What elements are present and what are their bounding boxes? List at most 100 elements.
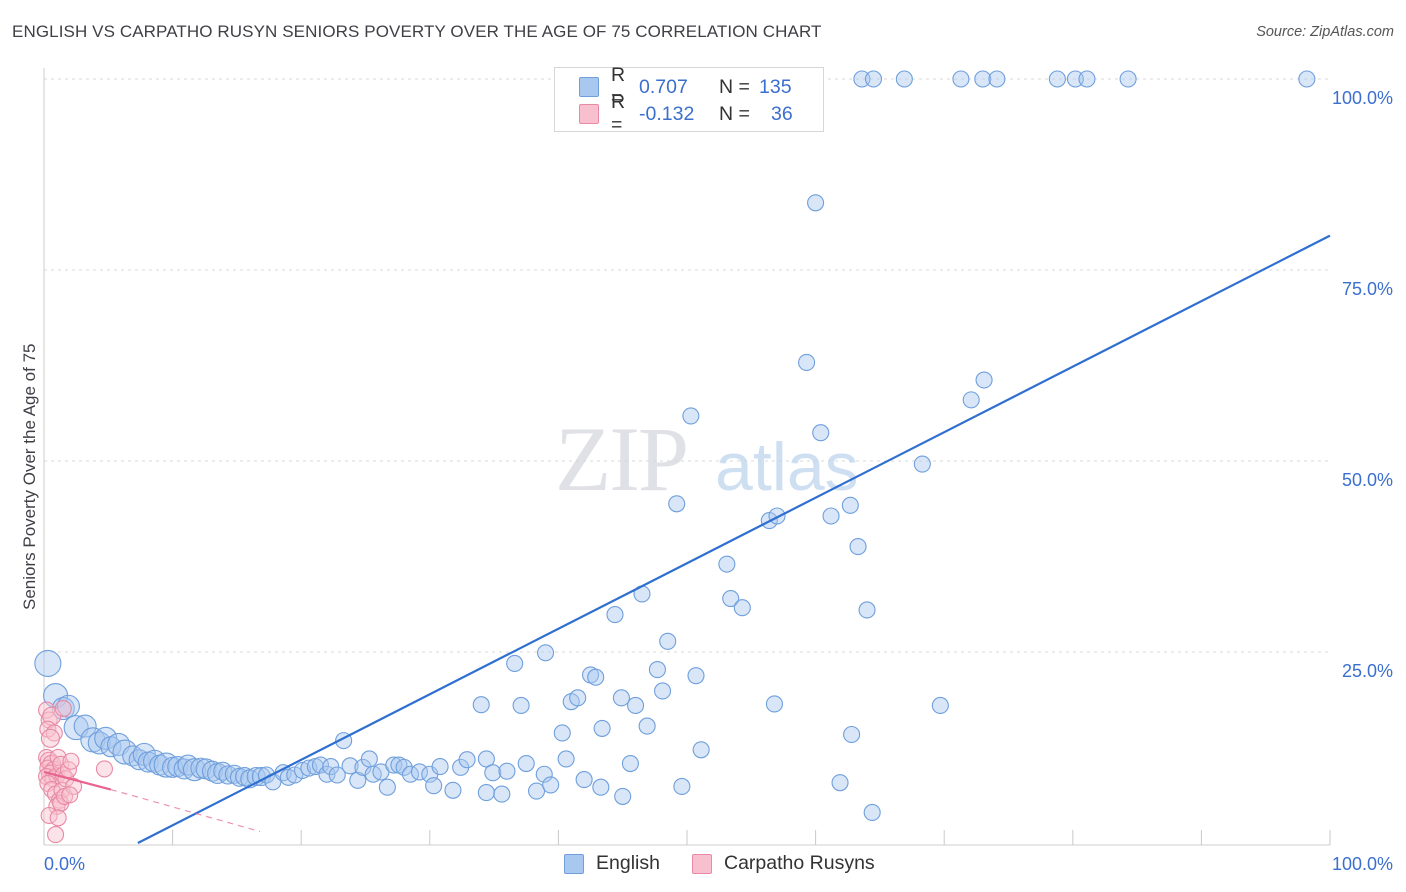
- data-point-english: [506, 654, 524, 673]
- legend-swatch-rusyn: [692, 853, 712, 874]
- data-point-english: [822, 507, 840, 525]
- legend-swatch-english: [579, 77, 599, 97]
- data-point-english: [858, 601, 876, 619]
- legend-item-carpatho-rusyns[interactable]: Carpatho Rusyns: [692, 852, 875, 875]
- data-point-english: [648, 661, 666, 679]
- data-point-english: [863, 803, 881, 821]
- data-point-english: [235, 766, 255, 787]
- chart-title: ENGLISH VS CARPATHO RUSYN SENIORS POVERT…: [12, 22, 822, 41]
- data-point-english: [718, 555, 736, 573]
- data-point-english: [1048, 70, 1066, 88]
- series-english: [34, 70, 1316, 821]
- data-point-english: [162, 756, 184, 778]
- data-point-english: [798, 353, 816, 371]
- data-point-rusyn: [40, 728, 60, 748]
- data-point-rusyn: [65, 777, 83, 796]
- legend-n-label: N =: [719, 102, 750, 125]
- data-point-english: [477, 750, 495, 768]
- data-point-english: [614, 787, 632, 805]
- data-point-english: [627, 696, 645, 715]
- trend-line-rusyn-extension: [110, 788, 261, 833]
- data-point-english: [458, 751, 476, 769]
- legend-swatch-english: [564, 853, 584, 874]
- legend-item-english[interactable]: English: [564, 852, 660, 875]
- data-point-english: [682, 407, 700, 425]
- legend-swatch-rusyn: [579, 104, 599, 124]
- trend-line-english: [137, 234, 1331, 844]
- data-point-english: [692, 741, 710, 759]
- data-point-english: [812, 424, 830, 442]
- trend-lines: [43, 234, 1331, 844]
- tick-labels: 25.0% 50.0% 75.0% 100.0% 0.0% 100.0%: [44, 88, 1393, 874]
- data-point-english: [807, 194, 825, 212]
- y-tick-label: 100.0%: [1332, 88, 1393, 108]
- data-point-english: [768, 507, 786, 525]
- data-point-english: [431, 758, 449, 776]
- gridlines: [44, 78, 1330, 653]
- legend-series: English Carpatho Rusyns: [0, 852, 1406, 878]
- data-point-rusyn: [61, 786, 79, 804]
- data-point-english: [853, 70, 871, 88]
- data-point-english: [654, 682, 672, 700]
- data-point-english: [1066, 70, 1084, 88]
- data-point-english: [493, 785, 511, 803]
- legend-n-value: 36: [771, 102, 793, 125]
- data-point-rusyn: [54, 699, 72, 718]
- data-point-english: [173, 758, 195, 780]
- legend-row-english: R = 0.707 N = 135: [579, 64, 792, 109]
- legend-n-value: 135: [759, 75, 792, 98]
- data-point-english: [293, 761, 312, 779]
- data-point-english: [841, 496, 859, 514]
- legend-r-value: 0.707: [639, 75, 688, 98]
- data-point-english: [687, 667, 705, 685]
- data-point-rusyn: [95, 760, 113, 778]
- data-point-english: [895, 70, 913, 88]
- data-point-english: [213, 761, 233, 781]
- legend-r-value: -0.132: [639, 102, 695, 125]
- data-point-rusyn: [49, 809, 67, 827]
- data-point-english: [843, 725, 861, 744]
- legend-n-label: N =: [719, 75, 750, 98]
- data-point-english: [472, 696, 490, 714]
- data-point-english: [477, 784, 495, 802]
- data-point-english: [962, 391, 980, 409]
- watermark-atlas: atlas: [715, 429, 859, 505]
- data-point-english: [385, 756, 403, 774]
- data-point-english: [974, 70, 992, 88]
- data-point-english: [218, 765, 238, 785]
- y-tick-label: 75.0%: [1342, 279, 1393, 299]
- legend-r-label: R =: [611, 64, 626, 109]
- data-point-english: [536, 644, 555, 662]
- legend-stats: R = 0.707 N = 135 R = -0.132 N = 36: [554, 64, 824, 136]
- series-carpatho-rusyns: [38, 699, 113, 844]
- y-tick-label: 25.0%: [1342, 661, 1393, 681]
- data-point-english: [1298, 70, 1316, 88]
- data-point-english: [349, 771, 367, 789]
- data-point-english: [621, 754, 639, 773]
- data-point-english: [553, 724, 571, 742]
- data-point-english: [849, 538, 867, 556]
- data-point-english: [410, 763, 429, 781]
- data-point-rusyn: [49, 748, 67, 766]
- watermark-zip: ZIP: [555, 408, 687, 510]
- axes: [43, 68, 1331, 846]
- data-point-english: [831, 774, 849, 792]
- data-point-english: [444, 781, 462, 799]
- data-point-english: [425, 777, 443, 795]
- data-point-english: [659, 632, 677, 650]
- data-point-english: [498, 762, 516, 780]
- source-label: Source: ZipAtlas.com: [1256, 24, 1394, 40]
- data-point-english: [593, 719, 611, 737]
- data-point-english: [587, 668, 605, 686]
- data-point-english: [575, 771, 593, 789]
- y-axis-label: Seniors Poverty Over the Age of 75: [20, 343, 39, 610]
- data-point-rusyn: [40, 711, 58, 729]
- data-point-english: [673, 777, 691, 796]
- data-point-english: [612, 689, 630, 707]
- data-point-english: [975, 371, 993, 389]
- data-point-english: [517, 754, 535, 773]
- data-point-english: [535, 765, 553, 783]
- x-tick-label: 100.0%: [1332, 854, 1393, 874]
- data-point-english: [722, 589, 740, 608]
